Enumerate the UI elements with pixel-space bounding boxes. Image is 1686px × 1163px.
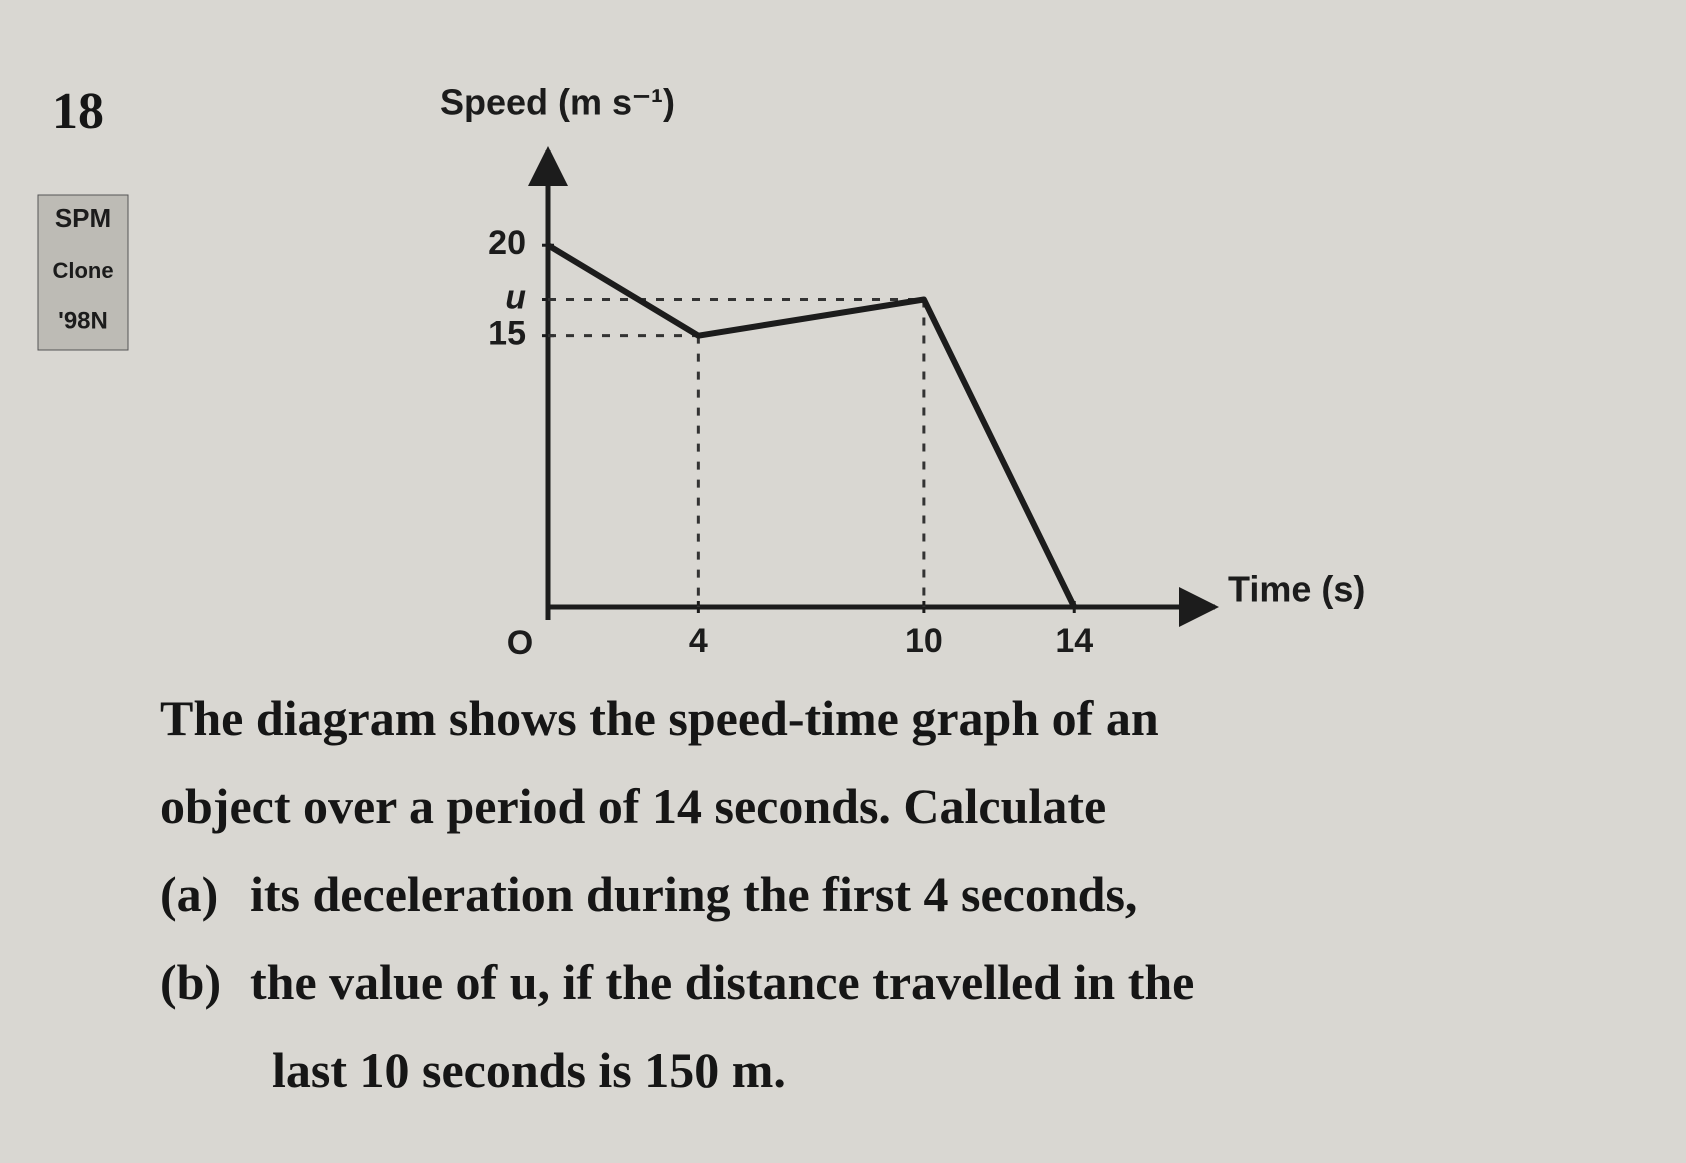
x-axis-label: Time (s) [1228, 569, 1365, 610]
y-tick-label: u [505, 278, 526, 316]
stamp-text: SPM [55, 203, 111, 233]
item-line: its deceleration during the first 4 seco… [250, 866, 1137, 922]
x-tick-label: 10 [905, 622, 943, 660]
question-number: 18 [52, 83, 104, 140]
y-tick-label: 15 [488, 315, 526, 353]
speed-line [546, 242, 1077, 609]
stamp-box [37, 194, 129, 351]
intro-line: object over a period of 14 seconds. Calc… [160, 778, 1106, 834]
y-tick-label: 20 [488, 224, 526, 262]
stamp-text: '98N [58, 307, 108, 334]
question-text: The diagram shows the speed-time graph o… [160, 690, 1194, 1098]
graph: 15u 20 4 10 14 [488, 224, 1093, 660]
item-label: (b) [160, 954, 221, 1010]
y-axis-label: Speed (m s⁻¹) [440, 82, 675, 123]
origin-label: O [507, 624, 533, 662]
x-tick-label: 4 [689, 622, 708, 660]
intro-line: The diagram shows the speed-time graph o… [160, 690, 1159, 746]
item-label: (a) [160, 866, 218, 922]
item-line: the value of u, if the distance travelle… [250, 954, 1194, 1010]
stamp-text: Clone [52, 258, 113, 283]
item-line: last 10 seconds is 150 m. [272, 1042, 786, 1098]
x-tick-label: 14 [1055, 622, 1093, 660]
